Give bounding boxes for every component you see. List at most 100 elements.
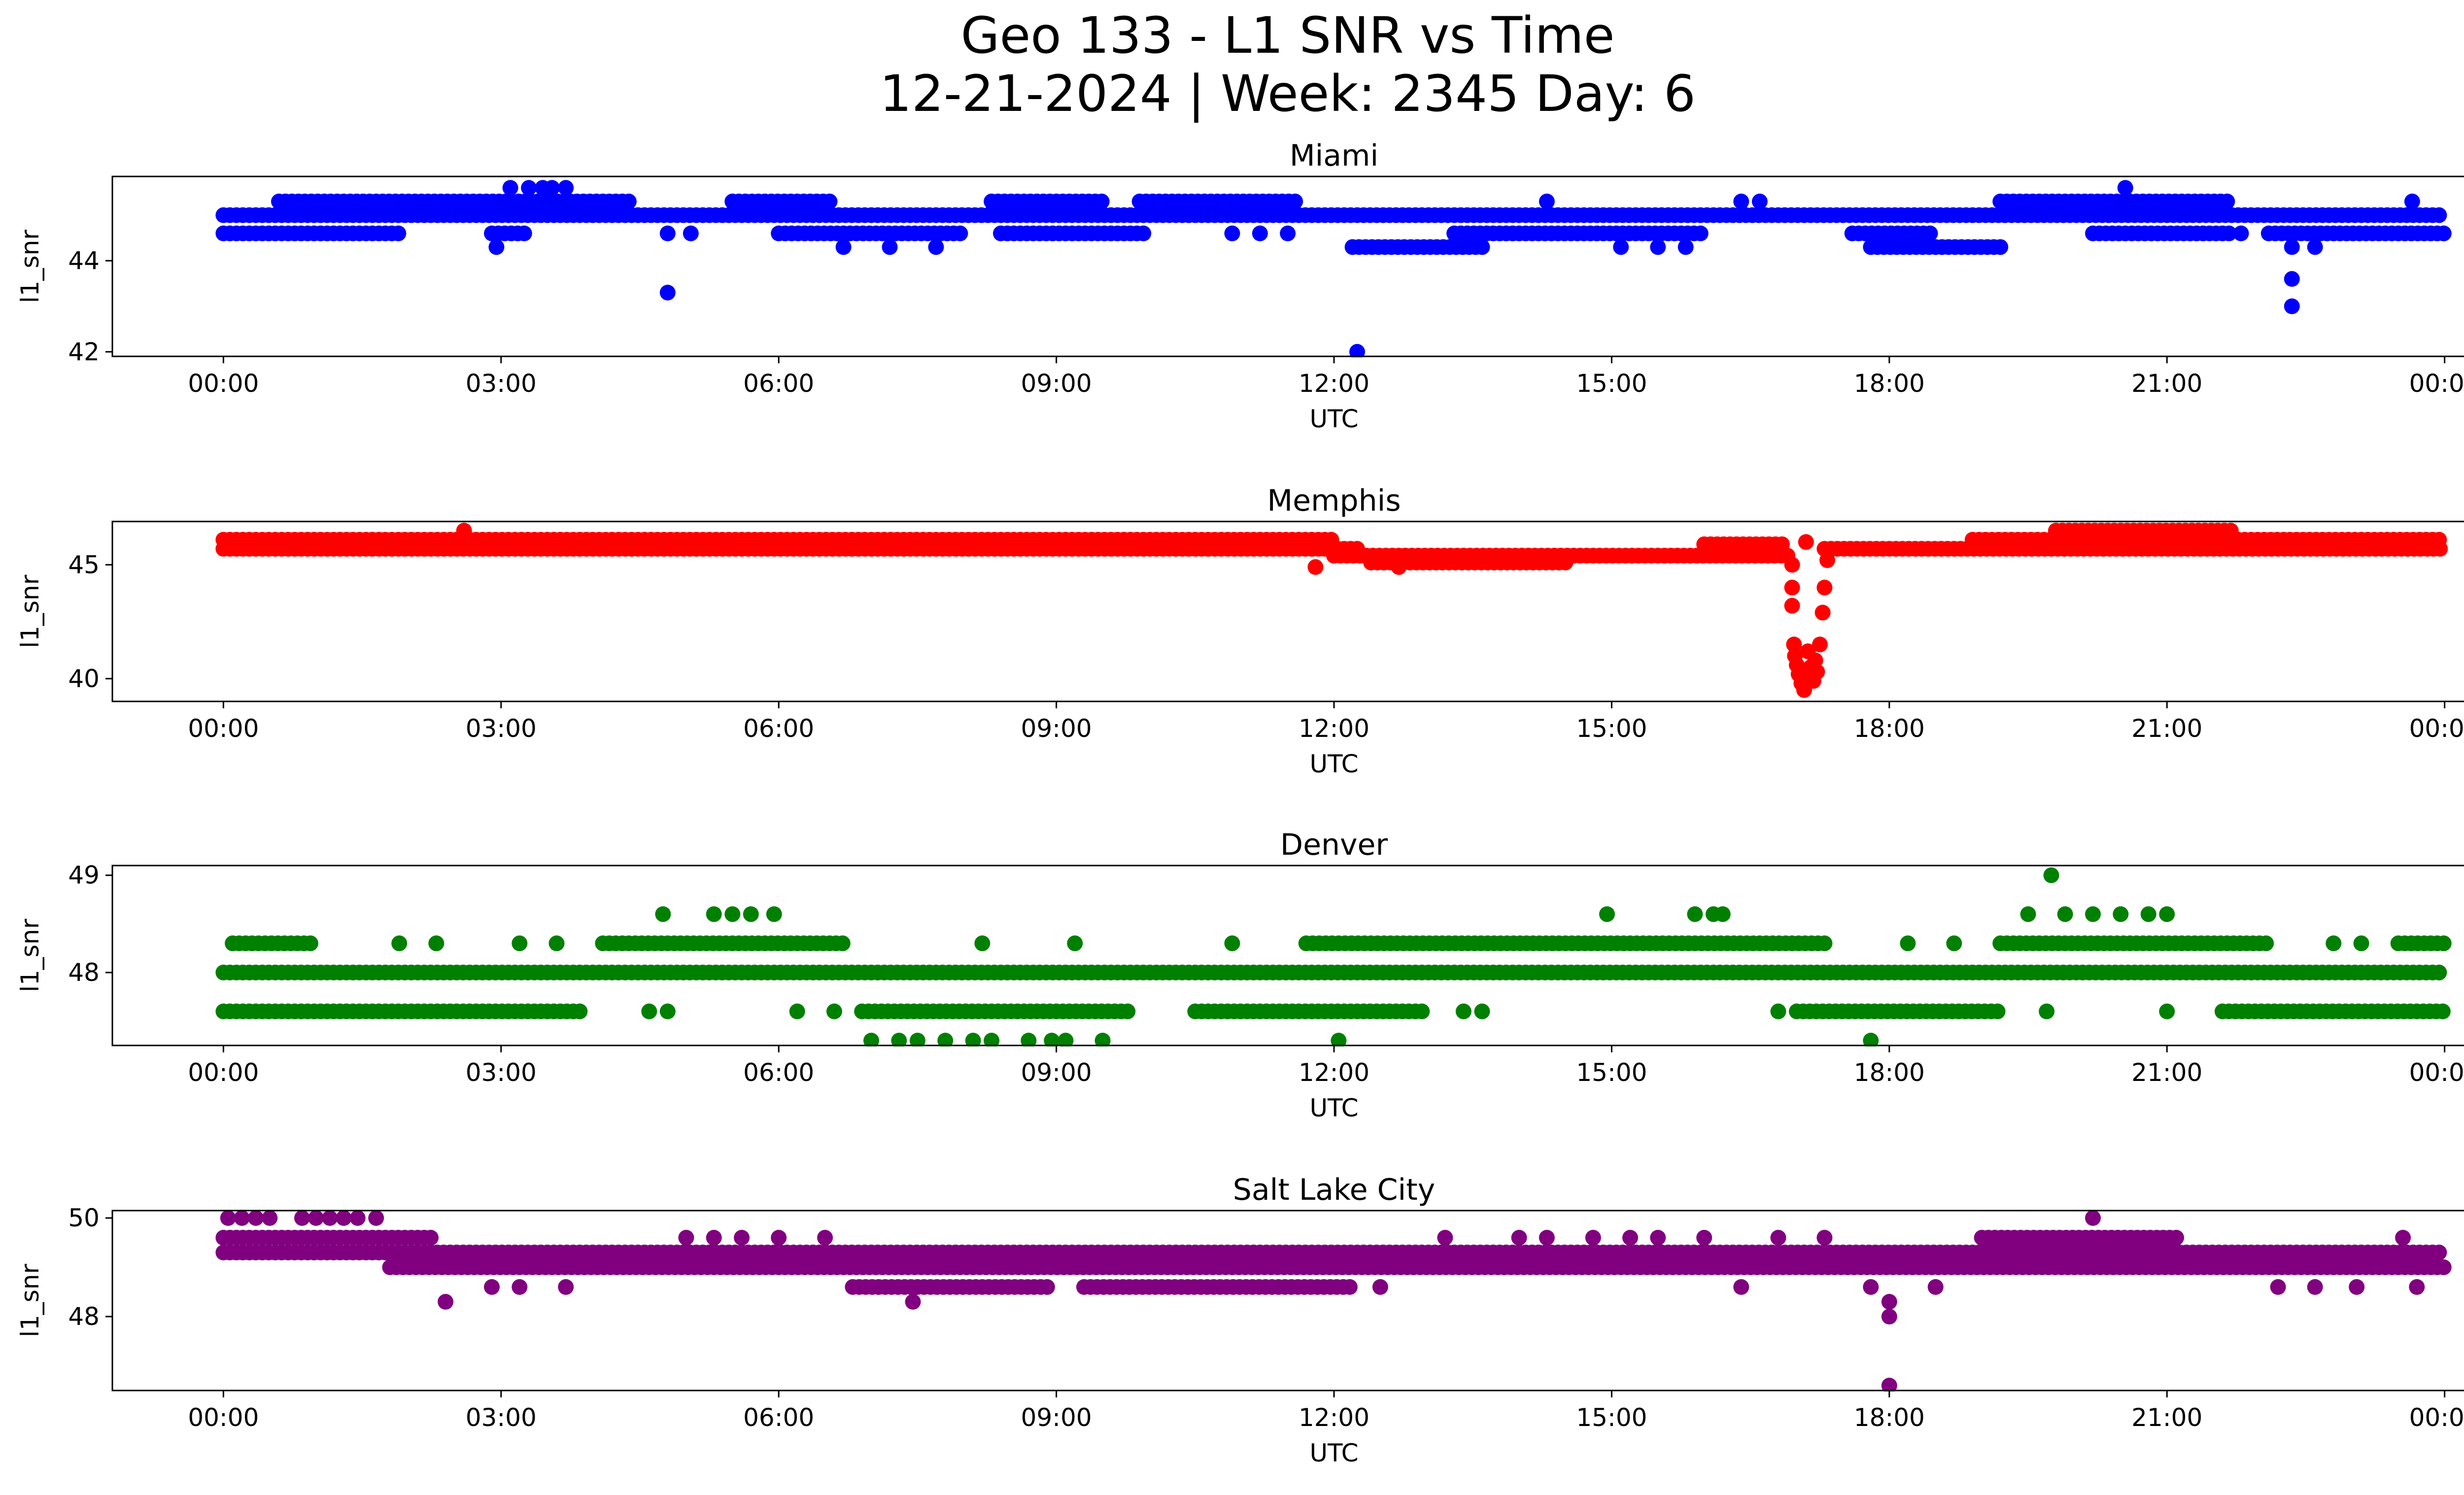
data-point: [1650, 239, 1666, 255]
data-point: [558, 1279, 574, 1295]
data-point: [1733, 193, 1749, 209]
panel-memphis: Memphis 00:00 03:00 06:00 09:00 12:00 15:00 18:…: [16, 484, 2464, 778]
x-tick-label: 03:00: [466, 1058, 537, 1087]
x-tick-label: 18:00: [1854, 369, 1925, 398]
data-point: [1372, 1279, 1388, 1295]
x-tick-label: 00:00: [2409, 1403, 2464, 1432]
data-point: [1881, 1378, 1897, 1391]
data-point: [1474, 1003, 1490, 1019]
panel-markers: [215, 522, 2448, 698]
data-point: [390, 225, 407, 242]
data-point: [2349, 1279, 2365, 1295]
data-point: [834, 935, 851, 951]
panel-denver: Denver 00:00 03:00 06:00 09:00 12:00 15:00 18:0…: [16, 828, 2464, 1122]
data-point: [817, 1230, 833, 1246]
x-tick-label: 15:00: [1576, 1058, 1647, 1087]
data-point: [789, 1003, 805, 1019]
data-point: [1687, 906, 1703, 922]
data-point: [891, 1033, 907, 1046]
data-point: [1067, 935, 1083, 951]
x-tick-label: 09:00: [1021, 714, 1092, 743]
data-point: [1613, 239, 1629, 255]
panel-markers: [215, 867, 2452, 1046]
data-point: [2140, 906, 2156, 922]
data-point: [2404, 193, 2420, 209]
data-point: [572, 1003, 588, 1019]
data-point: [1989, 1003, 2006, 1019]
data-point: [438, 1294, 454, 1310]
data-point: [1809, 663, 1825, 680]
data-point: [1039, 1279, 1055, 1295]
data-point: [544, 180, 560, 196]
data-point: [1784, 556, 1800, 573]
panel-markers: [215, 1210, 2452, 1391]
data-point: [2284, 298, 2300, 314]
panel-markers: [215, 180, 2452, 357]
data-point: [2431, 965, 2447, 980]
data-point: [655, 906, 671, 922]
data-point: [2113, 906, 2129, 922]
data-point: [1816, 580, 1833, 595]
data-point: [302, 935, 318, 951]
data-point: [1881, 1294, 1897, 1310]
data-point: [1224, 935, 1240, 951]
data-point: [659, 225, 676, 242]
x-tick-label: 18:00: [1854, 1058, 1925, 1087]
data-point: [984, 1033, 1000, 1046]
data-point: [2043, 867, 2059, 883]
x-tick-label: 00:00: [2409, 369, 2464, 398]
x-tick-label: 15:00: [1576, 369, 1647, 398]
data-point: [683, 225, 699, 242]
data-point: [1414, 1003, 1430, 1019]
data-point: [937, 1033, 954, 1046]
x-tick-label: 12:00: [1299, 1403, 1369, 1432]
y-tick-label: 45: [68, 551, 100, 579]
data-point: [1770, 1230, 1786, 1246]
data-point: [1437, 1230, 1453, 1246]
x-tick-label: 15:00: [1576, 714, 1647, 743]
data-point: [1714, 906, 1731, 922]
data-point: [2270, 1279, 2286, 1295]
data-point: [863, 1033, 879, 1046]
data-point: [512, 1279, 528, 1295]
data-point: [2431, 1245, 2447, 1260]
data-point: [1095, 1033, 1111, 1046]
data-point: [262, 1210, 278, 1226]
x-tick-label: 00:00: [188, 1058, 259, 1087]
x-tick-label: 00:00: [2409, 1058, 2464, 1087]
x-tick-label: 15:00: [1576, 1403, 1647, 1432]
data-point: [1622, 1230, 1638, 1246]
data-point: [952, 225, 968, 242]
data-point: [1307, 559, 1324, 575]
figure-title-line-1: Geo 133 - L1 SNR vs Time: [960, 6, 1615, 65]
data-point: [1863, 1033, 1879, 1046]
y-tick-label: 48: [68, 958, 100, 987]
x-tick-label: 00:00: [188, 1403, 259, 1432]
x-tick-label: 09:00: [1021, 369, 1092, 398]
panel-miami: Miami 00:00 03:00 06:00 09:00 12:00 15:00 18:00…: [16, 139, 2464, 433]
data-point: [1557, 555, 1574, 571]
x-tick-label: 12:00: [1299, 369, 1369, 398]
data-point: [488, 239, 505, 255]
data-point: [882, 239, 898, 255]
data-point: [1946, 935, 1962, 951]
data-point: [1812, 636, 1828, 653]
y-axis-label: l1_snr: [16, 1264, 44, 1337]
data-point: [1474, 239, 1490, 255]
x-axis-label: UTC: [1309, 750, 1358, 778]
data-point: [2159, 906, 2175, 922]
data-point: [1881, 1309, 1897, 1324]
x-tick-label: 06:00: [743, 369, 814, 398]
data-point: [1094, 193, 1110, 209]
data-point: [1900, 935, 1916, 951]
panel-salt-lake-city: Salt Lake City 00:00 03:00 06:00 09:00 12:00 1…: [16, 1173, 2464, 1467]
data-point: [2221, 225, 2237, 242]
data-point: [2353, 935, 2369, 951]
data-point: [659, 284, 676, 301]
data-point: [1599, 906, 1615, 922]
data-point: [220, 1210, 236, 1226]
data-point: [965, 1033, 981, 1046]
data-point: [1784, 597, 1800, 614]
data-point: [1798, 534, 1814, 550]
